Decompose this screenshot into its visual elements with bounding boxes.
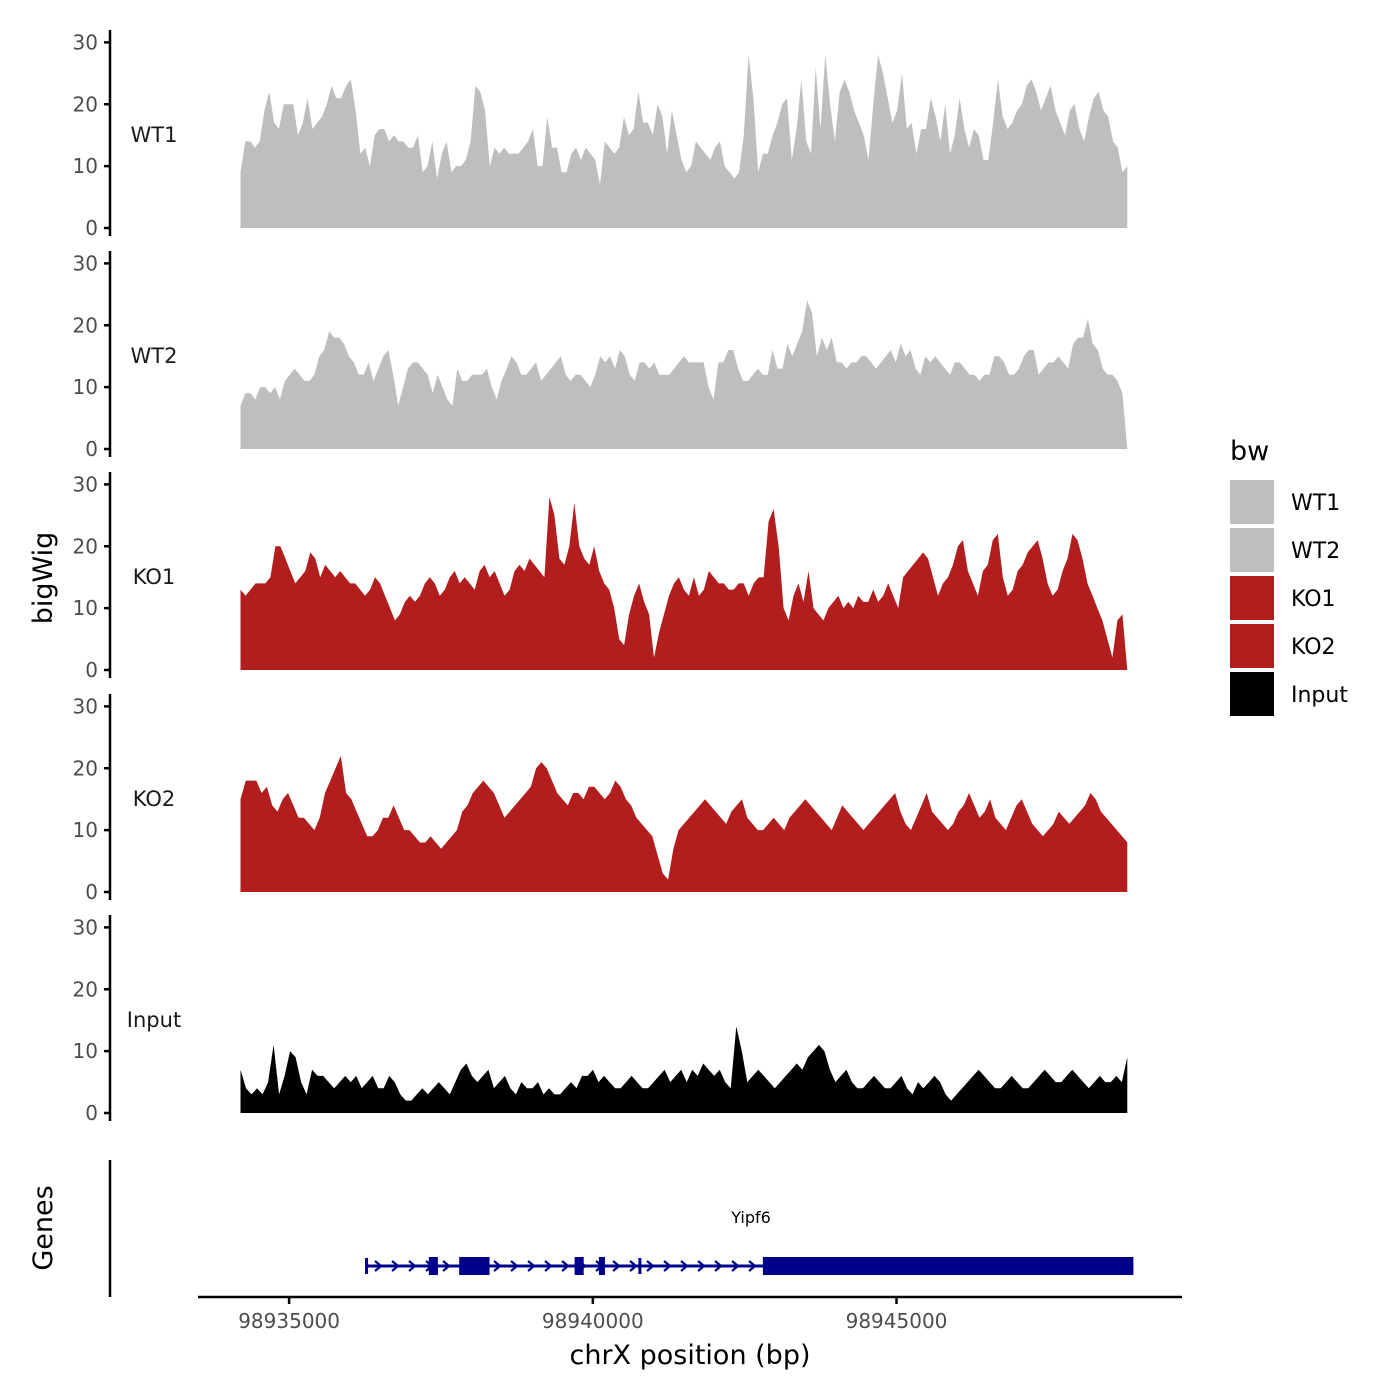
strand-arrow: [374, 1260, 383, 1272]
y-tick-label: 0: [85, 216, 98, 240]
coverage-area-wt1: [240, 54, 1128, 228]
gene-exon: [365, 1258, 369, 1274]
x-axis: chrX position (bp) 98935000 98940000 98945…: [198, 1295, 1182, 1371]
legend-label: Input: [1291, 683, 1348, 708]
coverage-area-ko1: [240, 496, 1128, 670]
y-tick-label: 20: [73, 534, 98, 558]
strand-arrow: [493, 1260, 502, 1272]
legend-title: bw: [1230, 436, 1269, 467]
strand-arrow: [612, 1260, 621, 1272]
y-tick-label: 20: [73, 977, 98, 1001]
track-wt1: 0 10 20 30 WT1: [73, 30, 1128, 240]
gene-axis-title: Genes: [28, 1185, 59, 1270]
track-ko2: 0 10 20 30 KO2: [73, 694, 1128, 904]
strand-arrow: [391, 1260, 400, 1272]
legend: bw WT1 WT2 KO1 KO2 Input: [1230, 436, 1348, 716]
y-tick-label: 10: [73, 154, 98, 178]
track-label: WT2: [131, 344, 178, 368]
y-tick-label: 10: [73, 1039, 98, 1063]
y-tick-label: 0: [85, 437, 98, 461]
strand-arrow: [629, 1260, 638, 1272]
x-tick-label: 98935000: [238, 1309, 340, 1333]
y-tick-label: 0: [85, 880, 98, 904]
y-axis-title-group: bigWig: [28, 532, 59, 625]
legend-key-wt1: [1230, 480, 1274, 524]
coverage-area-ko2: [240, 755, 1128, 892]
track-ko1: 0 10 20 30 KO1: [73, 472, 1128, 682]
strand-arrow: [663, 1260, 672, 1272]
strand-arrow: [731, 1260, 740, 1272]
y-tick-label: 0: [85, 658, 98, 682]
legend-label: KO2: [1291, 635, 1336, 660]
y-tick-label: 10: [73, 375, 98, 399]
y-axis-title: bigWig: [28, 532, 59, 625]
strand-arrow: [527, 1260, 536, 1272]
gene-exon: [638, 1258, 642, 1274]
strand-arrow: [442, 1260, 451, 1272]
gene-exon: [428, 1257, 438, 1275]
coverage-tracks: 0 10 20 30 WT1 0 10 20 30 WT2 0 10 20 30 KO1 0 10 20 30 KO2…: [73, 30, 1128, 1125]
y-tick-label: 20: [73, 92, 98, 116]
coverage-area-wt2: [240, 300, 1128, 449]
strand-arrow: [561, 1260, 570, 1272]
strand-arrow: [680, 1260, 689, 1272]
legend-key-wt2: [1230, 528, 1274, 572]
gene-exon: [762, 1257, 1134, 1275]
strand-arrow: [544, 1260, 553, 1272]
y-tick-label: 20: [73, 756, 98, 780]
strand-arrow: [748, 1260, 757, 1272]
legend-key-input: [1230, 672, 1274, 716]
y-tick-label: 30: [73, 915, 98, 939]
y-tick-label: 30: [73, 251, 98, 275]
y-tick-label: 30: [73, 30, 98, 54]
strand-arrow: [510, 1260, 519, 1272]
gene-exon: [459, 1257, 490, 1275]
strand-arrow: [408, 1260, 417, 1272]
track-label: WT1: [131, 123, 178, 147]
gene-track: Genes Yipf6: [28, 1160, 1134, 1297]
track-input: 0 10 20 30 Input: [73, 915, 1128, 1125]
coverage-area-input: [240, 1026, 1128, 1113]
track-wt2: 0 10 20 30 WT2: [73, 251, 1128, 461]
x-tick-label: 98940000: [542, 1309, 644, 1333]
y-tick-label: 30: [73, 694, 98, 718]
legend-label: KO1: [1291, 587, 1336, 612]
gene-label: Yipf6: [730, 1208, 771, 1227]
x-tick-label: 98945000: [846, 1309, 948, 1333]
legend-key-ko1: [1230, 576, 1274, 620]
y-tick-label: 10: [73, 818, 98, 842]
legend-key-ko2: [1230, 624, 1274, 668]
y-tick-label: 30: [73, 472, 98, 496]
track-label: Input: [127, 1008, 181, 1032]
y-tick-label: 10: [73, 596, 98, 620]
strand-arrow: [714, 1260, 723, 1272]
gene-exon: [574, 1257, 584, 1275]
strand-arrow: [697, 1260, 706, 1272]
y-tick-label: 0: [85, 1101, 98, 1125]
track-label: KO2: [133, 787, 176, 811]
legend-label: WT2: [1291, 539, 1340, 564]
legend-label: WT1: [1291, 491, 1340, 516]
strand-arrow: [646, 1260, 655, 1272]
y-tick-label: 20: [73, 313, 98, 337]
gene-exon: [598, 1257, 605, 1275]
x-axis-title: chrX position (bp): [569, 1340, 810, 1371]
track-label: KO1: [133, 565, 176, 589]
